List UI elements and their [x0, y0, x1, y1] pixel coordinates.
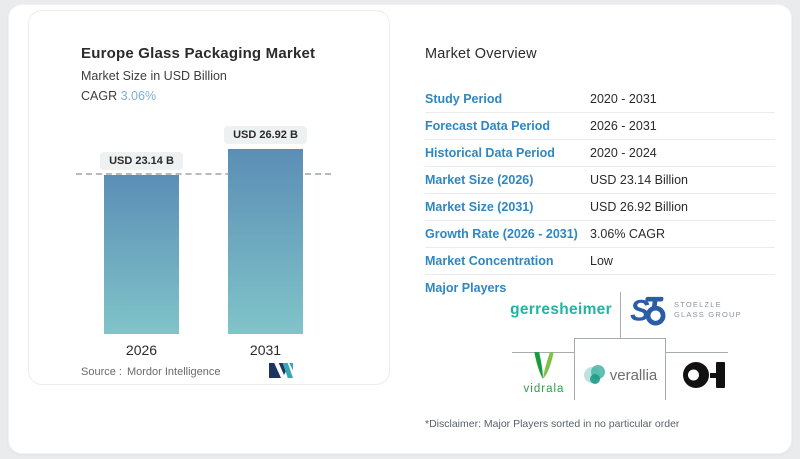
row-label: Forecast Data Period — [425, 119, 551, 133]
table-row: Market Concentration Low — [425, 248, 775, 275]
vidrala-logo-icon — [534, 352, 554, 379]
chart-subtitle: Market Size in USD Billion — [81, 69, 227, 83]
verallia-logo: verallia — [575, 356, 665, 394]
row-label: Market Size (2031) — [425, 200, 534, 214]
row-label: Historical Data Period — [425, 146, 555, 160]
stoelzle-logo: S STOELZLE GLASS GROUP — [630, 294, 742, 326]
bar-column-2026: USD 23.14 B 2026 — [100, 107, 183, 358]
bar-value-label: USD 26.92 B — [224, 126, 307, 144]
stoelzle-glyph-s: S — [630, 295, 650, 326]
row-label: Market Concentration — [425, 254, 554, 268]
vidrala-logo: vidrala — [516, 351, 572, 395]
row-value: USD 26.92 Billion — [590, 200, 688, 214]
table-row: Market Size (2031) USD 26.92 Billion — [425, 194, 775, 221]
table-row: Forecast Data Period 2026 - 2031 — [425, 113, 775, 140]
row-value: 2020 - 2024 — [590, 146, 657, 160]
overview-title: Market Overview — [425, 46, 537, 62]
vidrala-wordmark: vidrala — [523, 383, 565, 395]
row-label: Study Period — [425, 92, 503, 106]
connector-horizontal-line-right — [666, 352, 728, 353]
row-label: Growth Rate (2026 - 2031) — [425, 227, 578, 241]
source-label: Source : — [81, 366, 122, 378]
major-players-label: Major Players — [425, 281, 507, 295]
table-row: Historical Data Period 2020 - 2024 — [425, 140, 775, 167]
x-tick-label: 2026 — [125, 342, 158, 358]
connector-vertical-line — [620, 292, 621, 338]
overview-table: Study Period 2020 - 2031 Forecast Data P… — [425, 86, 775, 275]
row-value: USD 23.14 Billion — [590, 173, 688, 187]
gerresheimer-logo: gerresheimer — [510, 301, 612, 318]
bar-column-2031: USD 26.92 B 2031 — [224, 107, 307, 358]
verallia-logo-icon — [583, 365, 605, 384]
mordor-intelligence-logo-icon — [269, 363, 293, 378]
table-row: Growth Rate (2026 - 2031) 3.06% CAGR — [425, 221, 775, 248]
x-tick-label: 2031 — [249, 342, 282, 358]
row-value: 2020 - 2031 — [590, 92, 657, 106]
row-label: Market Size (2026) — [425, 173, 534, 187]
stoelzle-logo-icon: S — [630, 295, 666, 326]
verallia-wordmark: verallia — [609, 366, 658, 384]
reference-line — [76, 173, 331, 175]
cagr-value: 3.06% — [120, 89, 157, 103]
verallia-box — [574, 338, 666, 400]
row-value: Low — [590, 254, 613, 268]
stoelzle-line1: STOELZLE — [674, 299, 722, 309]
bar-chart: USD 23.14 B 2026 USD 26.92 B 2031 — [76, 107, 334, 358]
oi-logo-icon — [683, 362, 725, 388]
table-row: Study Period 2020 - 2031 — [425, 86, 775, 113]
bar-2026 — [104, 175, 179, 334]
source-attribution: Source : Mordor Intelligence — [81, 366, 221, 378]
row-value: 3.06% CAGR — [590, 227, 666, 241]
stoelzle-line2: GLASS GROUP — [674, 310, 742, 319]
source-value: Mordor Intelligence — [126, 366, 221, 378]
chart-panel: Europe Glass Packaging Market Market Siz… — [28, 10, 390, 385]
chart-title: Europe Glass Packaging Market — [81, 45, 316, 62]
row-value: 2026 - 2031 — [590, 119, 657, 133]
bar-2031 — [228, 149, 303, 334]
bar-value-label: USD 23.14 B — [100, 152, 183, 170]
connector-horizontal-line-left — [512, 352, 574, 353]
cagr-label: CAGR — [81, 89, 118, 103]
disclaimer-text: *Disclaimer: Major Players sorted in no … — [425, 418, 680, 430]
table-row: Market Size (2026) USD 23.14 Billion — [425, 167, 775, 194]
chart-cagr: CAGR 3.06% — [81, 89, 315, 103]
stoelzle-wordmark: STOELZLE GLASS GROUP — [674, 300, 742, 320]
chart-header: Europe Glass Packaging Market Market Siz… — [81, 45, 315, 103]
